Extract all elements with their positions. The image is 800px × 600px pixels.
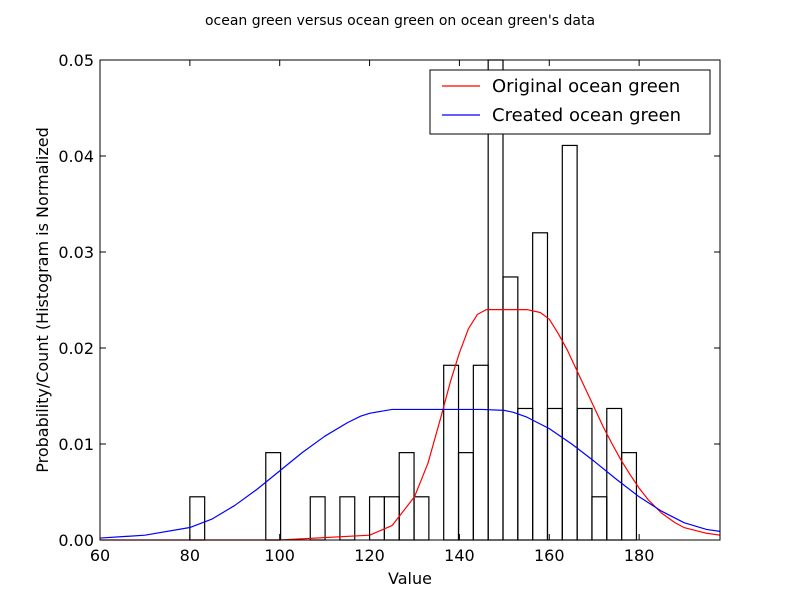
x-tick-label: 100 bbox=[264, 546, 295, 565]
series-line-created bbox=[99, 408, 721, 539]
chart-title: ocean green versus ocean green on ocean … bbox=[205, 13, 595, 29]
curve-group bbox=[99, 309, 721, 541]
y-tick-label: 0.05 bbox=[58, 51, 94, 70]
x-axis-ticks: 60 80 100 120 140 160 180 bbox=[90, 60, 655, 565]
y-tick-label: 0.04 bbox=[58, 147, 94, 166]
legend-label-created: Created ocean green bbox=[492, 105, 681, 126]
x-tick-label: 180 bbox=[624, 546, 655, 565]
y-tick-label: 0.00 bbox=[58, 531, 94, 550]
series-line-original bbox=[100, 309, 721, 541]
x-axis-label: Value bbox=[388, 569, 432, 588]
y-axis-label: Probability/Count (Histogram is Normaliz… bbox=[33, 127, 52, 473]
y-axis-ticks: 0.00 0.01 0.02 0.03 0.04 0.05 bbox=[58, 51, 720, 550]
y-tick-label: 0.02 bbox=[58, 339, 94, 358]
x-tick-label: 80 bbox=[180, 546, 200, 565]
x-tick-label: 60 bbox=[90, 546, 110, 565]
legend-box bbox=[429, 69, 711, 135]
y-tick-label: 0.03 bbox=[58, 243, 94, 262]
legend-label-original: Original ocean green bbox=[492, 76, 680, 97]
y-tick-label: 0.01 bbox=[58, 435, 94, 454]
plot-frame bbox=[99, 59, 721, 541]
x-tick-label: 160 bbox=[534, 546, 565, 565]
x-tick-label: 140 bbox=[444, 546, 475, 565]
legend: Original ocean green Created ocean green bbox=[429, 69, 711, 135]
x-tick-label: 120 bbox=[354, 546, 385, 565]
